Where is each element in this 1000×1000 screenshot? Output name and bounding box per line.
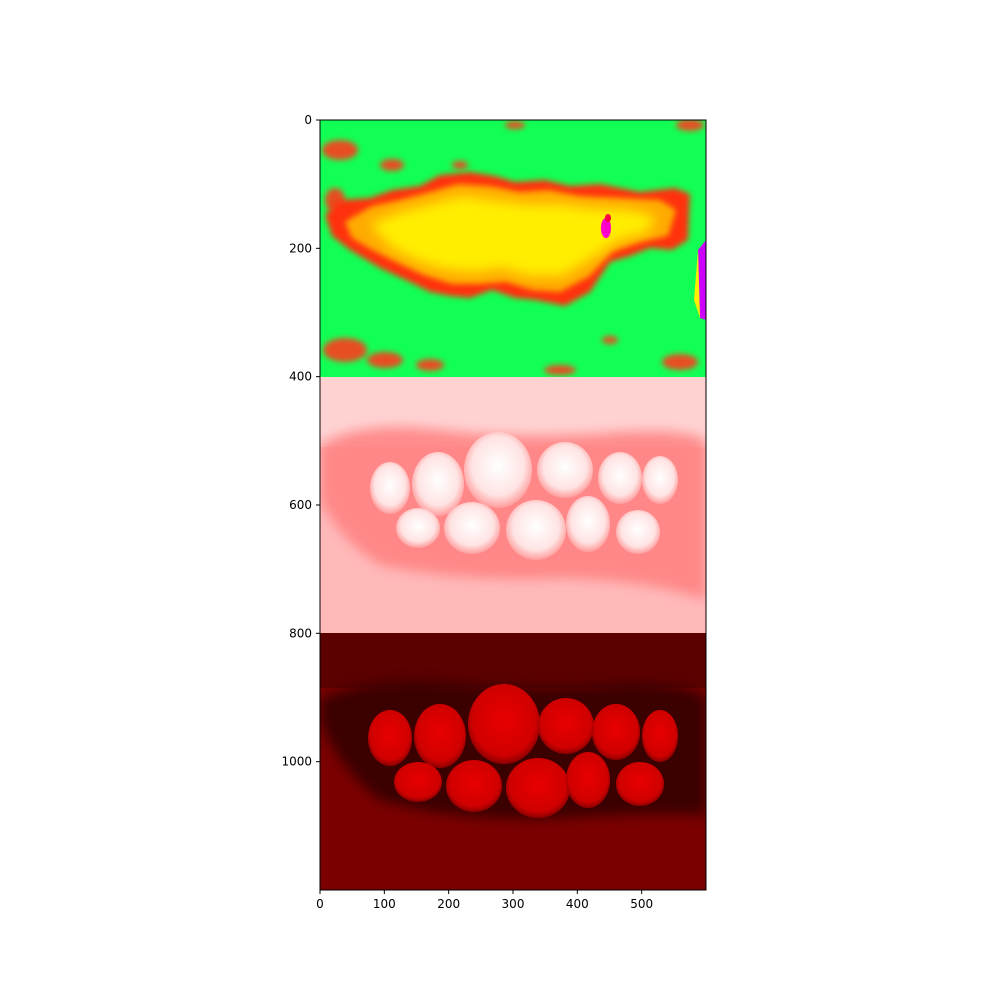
thermal-noise-patches	[322, 120, 704, 375]
x-tick-label: 300	[502, 897, 525, 911]
thermal-hot-region	[325, 172, 690, 306]
lower-teeth-dark	[394, 752, 664, 818]
panel-light-red-teeth	[320, 377, 706, 633]
y-tick-label: 400	[289, 370, 312, 384]
x-axis: 0 100 200 300 400 500	[316, 890, 653, 911]
x-tick-label: 100	[373, 897, 396, 911]
panel-thermal-hue-map	[320, 120, 706, 377]
y-tick-label: 1000	[281, 755, 312, 769]
x-tick-label: 200	[437, 897, 460, 911]
upper-teeth-dark	[368, 684, 678, 768]
y-tick-label: 800	[289, 626, 312, 640]
x-tick-label: 500	[630, 897, 653, 911]
x-tick-label: 400	[566, 897, 589, 911]
y-tick-label: 600	[289, 498, 312, 512]
upper-teeth-light	[370, 432, 678, 516]
x-tick-label: 0	[316, 897, 324, 911]
lower-teeth-light	[396, 496, 660, 560]
y-tick-label: 0	[304, 113, 312, 127]
thermal-right-edge	[694, 240, 706, 320]
y-axis: 0 200 400 600 800 1000	[281, 113, 320, 769]
y-tick-label: 200	[289, 241, 312, 255]
panel-dark-red-teeth	[320, 633, 706, 890]
